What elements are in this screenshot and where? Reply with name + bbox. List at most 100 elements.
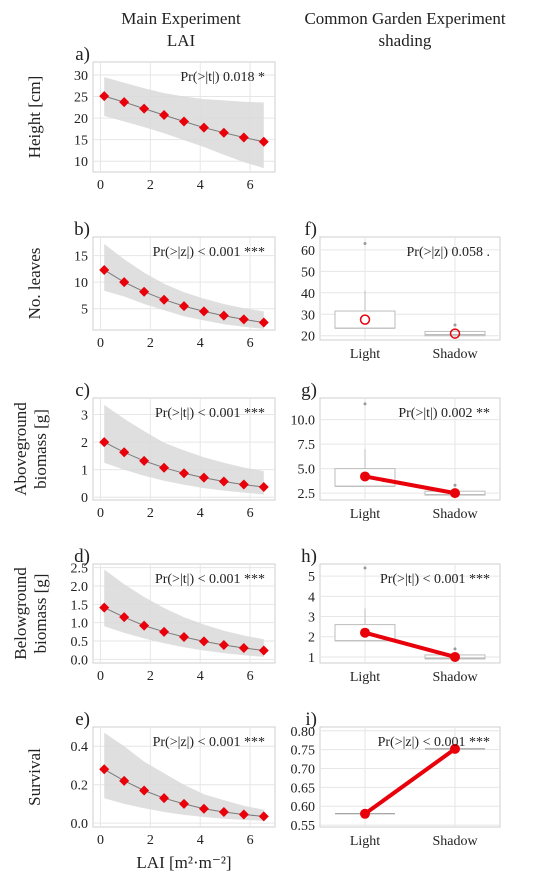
y-axis-label: Survival [25, 748, 44, 806]
x-tick-label: Light [350, 834, 380, 849]
y-axis-label-line: Height [cm] [25, 76, 44, 159]
x-tick-label: 0 [97, 669, 104, 684]
mean-point [359, 314, 371, 325]
data-point [218, 310, 229, 321]
data-point [119, 447, 130, 458]
x-tick-label: Shadow [432, 347, 478, 362]
data-point [159, 793, 170, 804]
data-point [159, 110, 170, 121]
stat-annotation: Pr(>|z|) < 0.001 *** [153, 245, 265, 260]
y-tick-label: 20 [301, 330, 315, 345]
y-tick-label: 2.5 [71, 562, 89, 577]
y-tick-label: 0.60 [291, 800, 316, 815]
panel-c: c) 0 1 2 3 0 2 4 6 Abovegroundbiomass [g] Pr(>|t|)… [11, 380, 276, 521]
confidence-band [104, 569, 264, 657]
panel-label: g) [301, 380, 317, 401]
y-tick-label: 10 [74, 155, 88, 170]
y-tick-label: 30 [301, 308, 315, 323]
data-point [198, 803, 209, 814]
mean-line [364, 630, 456, 659]
y-tick-label: 3 [308, 611, 315, 626]
y-tick-label: 0.75 [291, 744, 316, 759]
data-point [179, 631, 189, 642]
x-tick-label: 4 [197, 669, 204, 684]
data-point [119, 775, 130, 786]
y-tick-label: 1 [81, 464, 88, 479]
data-point [139, 286, 150, 297]
right-column-title-line1: Common Garden Experiment [304, 9, 505, 28]
y-axis-label-line: Survival [25, 748, 44, 806]
box [334, 310, 396, 329]
stat-annotation: Pr(>|t|) < 0.001 *** [155, 572, 265, 587]
data-point [159, 626, 170, 637]
y-tick-label: 0.5 [71, 635, 89, 650]
y-tick-label: 0.70 [291, 763, 316, 778]
data-point [139, 620, 150, 631]
panel-f: f) 20 30 40 50 60 Light Shadow Pr(>|z|) 0.058 . [301, 219, 501, 362]
y-tick-label: 1.5 [71, 598, 89, 613]
data-point [258, 482, 269, 493]
data-point [179, 798, 189, 809]
panel-g: g) 2.5 5.0 7.5 10.0 Light Shadow Pr(>|t|) 0.002… [291, 380, 501, 522]
panel-label: b) [74, 219, 90, 240]
data-point [218, 807, 229, 817]
data-point [119, 277, 130, 288]
x-tick-label: 4 [197, 178, 204, 193]
data-point [258, 811, 269, 822]
y-axis-label: Height [cm] [25, 76, 44, 159]
x-tick-label: 6 [247, 178, 254, 193]
data-point [238, 642, 249, 653]
left-column-title-line1: Main Experiment [121, 9, 241, 28]
data-point [119, 612, 130, 623]
y-tick-label: 2 [308, 631, 315, 646]
y-axis-label-line: biomass [g] [31, 409, 50, 489]
data-point [238, 132, 249, 143]
x-tick-label: Shadow [432, 507, 478, 522]
panel-label: i) [305, 709, 317, 730]
data-point [218, 127, 229, 138]
data-point [258, 136, 269, 147]
y-tick-label: 7.5 [298, 438, 316, 453]
panel-a: a) 10 15 20 25 30 0 2 4 6 Height [cm] Pr(>|t|) 0.01… [25, 44, 276, 193]
mean-point [360, 627, 370, 638]
data-point [179, 116, 189, 127]
data-point [218, 640, 229, 651]
box-outlier [453, 323, 457, 327]
x-tick-label: Light [350, 347, 380, 362]
data-point [139, 785, 150, 796]
y-axis-label-line: biomass [g] [31, 574, 50, 654]
data-point [99, 91, 110, 102]
panel-b: b) 5 10 15 0 2 4 6 No. leaves Pr(>|z|) < 0.001 **… [25, 219, 276, 351]
y-axis-label: No. leaves [25, 248, 44, 320]
y-tick-label: 20 [74, 112, 88, 127]
panel-label: f) [304, 219, 317, 240]
y-tick-label: 40 [301, 287, 315, 302]
x-tick-label: 2 [147, 336, 154, 351]
y-tick-label: 2 [81, 436, 88, 451]
mean-point [449, 328, 461, 339]
data-point [218, 476, 229, 487]
y-tick-label: 0 [81, 491, 88, 506]
y-tick-label: 4 [308, 590, 315, 605]
y-tick-label: 25 [74, 91, 88, 106]
x-tick-label: 0 [97, 833, 104, 848]
panel-h: h) 1 2 3 4 5 Light Shadow Pr(>|t|) < 0.001 *** [301, 546, 501, 685]
y-tick-label: 50 [301, 265, 315, 280]
data-point [119, 97, 130, 108]
data-point [198, 472, 209, 483]
y-axis-label: Abovegroundbiomass [g] [11, 402, 50, 496]
y-tick-label: 0.0 [71, 653, 89, 668]
y-tick-label: 0.55 [291, 819, 316, 834]
x-tick-label: 0 [97, 178, 104, 193]
y-axis-label-line: No. leaves [25, 248, 44, 320]
box-outlier [363, 402, 367, 406]
right-column-title-line2: shading [379, 31, 432, 50]
box-outlier [453, 483, 457, 487]
mean-line [363, 747, 457, 816]
x-tick-label: Shadow [432, 670, 478, 685]
data-point [238, 809, 249, 820]
panel-label: c) [75, 380, 90, 401]
data-point [99, 602, 110, 613]
panel-label: a) [75, 44, 90, 65]
